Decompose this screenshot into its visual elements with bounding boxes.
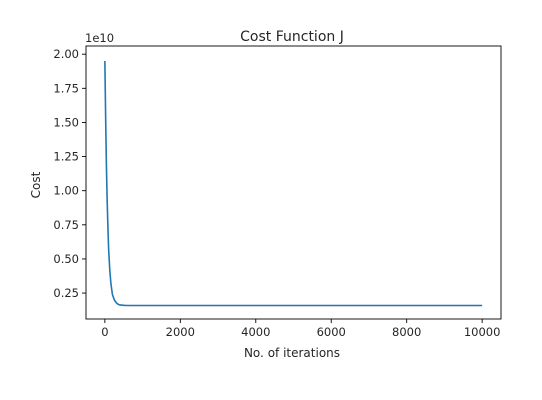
y-tick-label: 1.00 — [53, 184, 79, 198]
y-tick-label: 0.50 — [53, 252, 79, 266]
y-tick-label: 1.25 — [53, 150, 79, 164]
x-tick-label: 6000 — [317, 325, 346, 339]
plot-frame — [86, 46, 501, 319]
x-tick-label: 4000 — [241, 325, 270, 339]
y-tick-label: 2.00 — [53, 47, 79, 61]
x-tick-label: 10000 — [464, 325, 501, 339]
x-axis: 0 2000 4000 6000 8000 10000 — [101, 319, 500, 339]
x-tick-label: 8000 — [392, 325, 421, 339]
y-tick-label: 0.75 — [53, 218, 79, 232]
y-tick-label: 0.25 — [53, 286, 79, 300]
y-tick-label: 1.50 — [53, 115, 79, 129]
chart-title: Cost Function J — [240, 29, 344, 45]
y-axis: 0.25 0.50 0.75 1.00 1.25 1.50 1.75 2.00 — [53, 47, 86, 300]
y-axis-label: Cost — [29, 171, 43, 198]
y-tick-label: 1.75 — [53, 81, 79, 95]
x-axis-label: No. of iterations — [244, 346, 340, 360]
y-scale-label: 1e10 — [85, 31, 114, 45]
plot-area — [86, 46, 501, 319]
x-tick-label: 0 — [101, 325, 108, 339]
x-tick-label: 2000 — [166, 325, 195, 339]
